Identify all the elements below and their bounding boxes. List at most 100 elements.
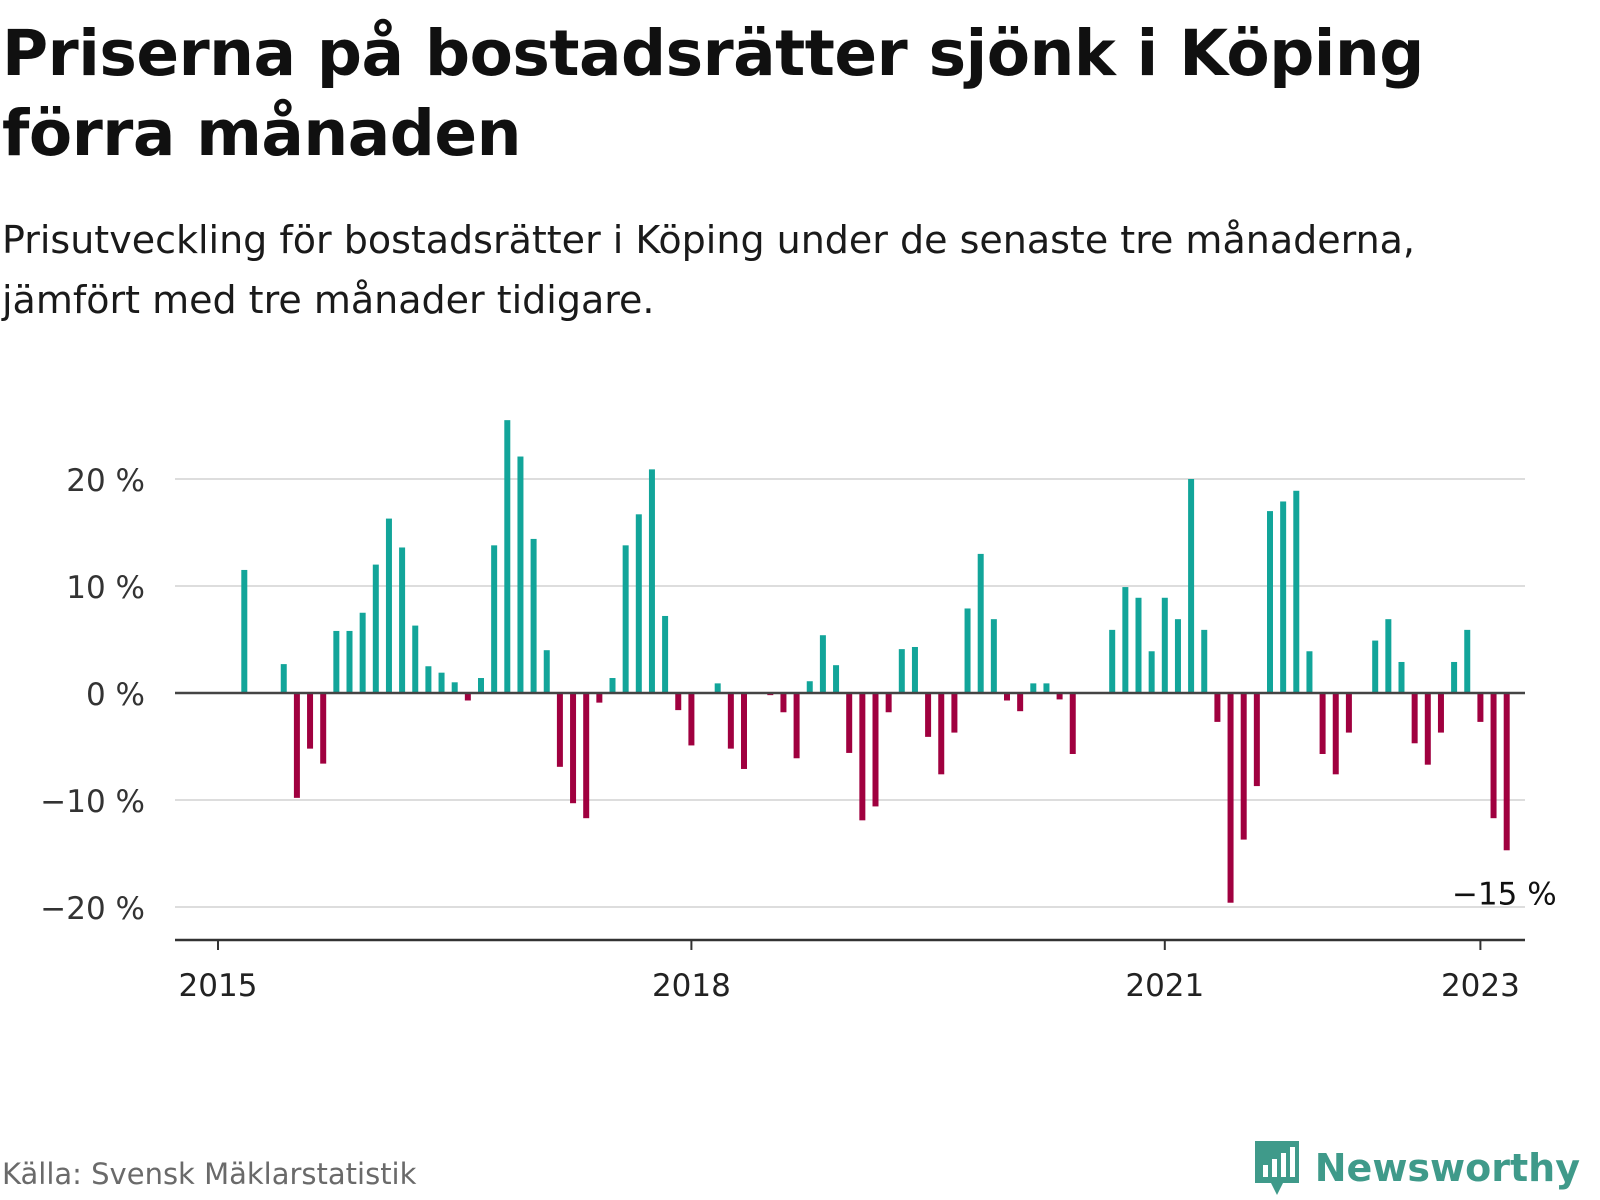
brand-logo[interactable]: Newsworthy (1253, 1138, 1580, 1198)
bar (609, 678, 616, 693)
brand-name: Newsworthy (1314, 1146, 1580, 1190)
y-tick-label: −10 % (40, 784, 145, 820)
bar (1174, 619, 1181, 693)
bar (806, 681, 813, 693)
bar (872, 693, 879, 807)
bar (504, 420, 511, 693)
bar (399, 547, 406, 693)
bar (911, 646, 918, 693)
bar (1253, 693, 1260, 787)
bar (491, 545, 498, 693)
bar (1004, 693, 1010, 701)
bar-chart: −20 % −10 % 0 % 10 % 20 % 2015 2018 2021 2023 −15… (40, 420, 1557, 1004)
bar (530, 538, 537, 693)
bar (1188, 479, 1195, 693)
bar (517, 456, 524, 693)
bar (977, 553, 984, 693)
bar (1437, 693, 1444, 733)
bar (1069, 693, 1076, 754)
bar (412, 625, 419, 693)
bar (1161, 597, 1168, 693)
bar (570, 693, 577, 804)
bar (1503, 693, 1510, 851)
bar (675, 693, 682, 711)
bar (241, 569, 248, 693)
bar (1490, 693, 1497, 819)
bar (583, 693, 590, 819)
bar (885, 693, 892, 713)
bar (648, 469, 655, 693)
bar (1319, 693, 1326, 754)
bar (464, 693, 471, 701)
bar (964, 608, 971, 693)
bar (1201, 629, 1208, 693)
bar (780, 693, 787, 713)
bar (478, 678, 484, 693)
bar (1293, 490, 1300, 693)
bar (1109, 629, 1116, 693)
bar (951, 693, 958, 733)
bar (1451, 661, 1458, 693)
bar (990, 619, 997, 693)
bar (1017, 693, 1024, 712)
bar (1345, 693, 1352, 733)
bar (819, 635, 826, 693)
bar (1424, 693, 1431, 765)
bar (1385, 619, 1392, 693)
bar (1122, 587, 1129, 693)
bar (1030, 683, 1037, 693)
bar (1135, 597, 1142, 693)
bar (1214, 693, 1221, 722)
bar (1411, 693, 1418, 744)
y-tick-label: 10 % (66, 570, 145, 606)
x-tick-label: 2015 (179, 968, 258, 1004)
bar (1398, 661, 1405, 693)
bar (280, 664, 287, 693)
bar (741, 693, 747, 769)
bar (372, 564, 379, 693)
bar (320, 693, 327, 764)
bar (307, 693, 314, 749)
bar (1280, 501, 1287, 693)
x-tick-label: 2021 (1125, 968, 1204, 1004)
bar (425, 666, 432, 693)
bar (622, 545, 629, 693)
bar (1267, 511, 1273, 693)
bar (898, 649, 905, 693)
bar (1306, 651, 1313, 693)
y-tick-label: −20 % (40, 891, 145, 927)
bar (662, 615, 669, 693)
chart-subtitle: Prisutveckling för bostadsrätter i Köpin… (2, 218, 1416, 322)
bar (1056, 693, 1063, 700)
bar (1043, 683, 1050, 693)
bar (1148, 651, 1155, 693)
y-tick-label: 20 % (66, 463, 145, 499)
bar (859, 693, 866, 821)
bar (1227, 693, 1234, 903)
bar (596, 693, 603, 703)
bar (1332, 693, 1339, 775)
bar (385, 518, 392, 693)
last-value-annotation: −15 % (1452, 876, 1557, 912)
bar (846, 693, 853, 753)
bar (543, 650, 550, 693)
bar (833, 665, 840, 693)
bar (938, 693, 945, 775)
bar (727, 693, 734, 749)
bar (1240, 693, 1247, 840)
bar (688, 693, 695, 746)
bar (556, 693, 563, 767)
bar (359, 612, 366, 693)
bar (635, 514, 642, 693)
bar (1477, 693, 1484, 722)
bar (293, 693, 300, 798)
bar (714, 683, 721, 693)
bar (451, 682, 458, 693)
chart-title: Priserna på bostadsrätter sjönk i Köping… (2, 17, 1424, 170)
bar (438, 672, 445, 693)
bar (925, 693, 932, 737)
bar (346, 630, 353, 693)
newsworthy-logo-icon (1254, 1141, 1299, 1195)
source-note: Källa: Svensk Mäklarstatistik (2, 1157, 417, 1191)
bar (333, 630, 340, 693)
